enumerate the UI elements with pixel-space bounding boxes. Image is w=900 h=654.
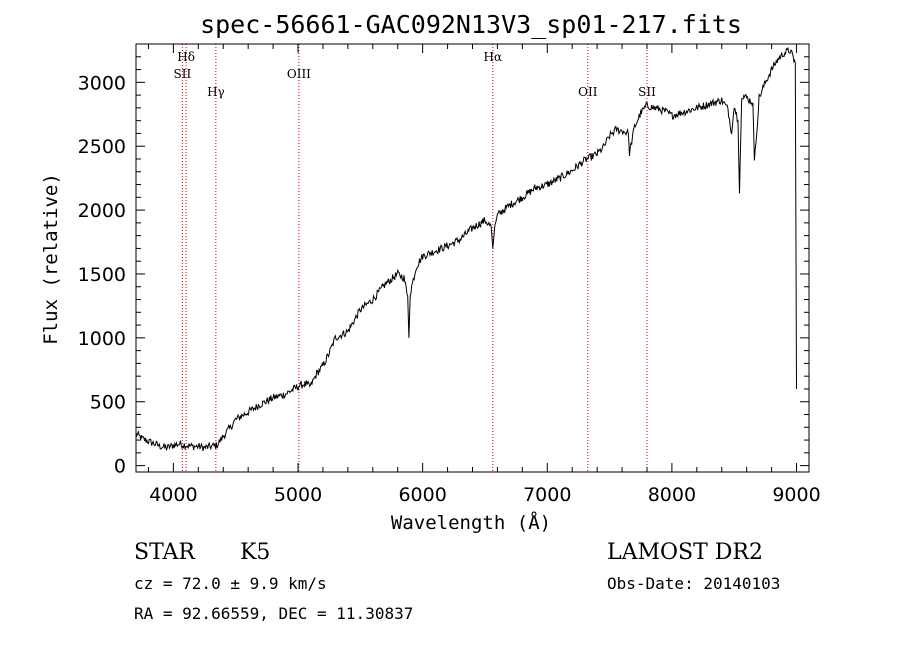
x-tick-label: 6000 <box>398 484 446 506</box>
y-tick-label: 0 <box>114 456 126 478</box>
y-tick-label: 2500 <box>78 136 126 158</box>
line-label-hα: Hα <box>484 50 503 64</box>
y-tick-label: 2000 <box>78 200 126 222</box>
coordinates-text: RA = 92.66559, DEC = 11.30837 <box>134 604 413 623</box>
x-tick-label: 7000 <box>523 484 571 506</box>
y-tick-label: 1500 <box>78 264 126 286</box>
y-tick-label: 1000 <box>78 328 126 350</box>
line-label-hγ: Hγ <box>207 85 225 99</box>
line-label-sii: SII <box>174 67 192 81</box>
plot-frame <box>135 43 810 473</box>
x-tick-label: 4000 <box>149 484 197 506</box>
spectrum-series <box>135 46 797 452</box>
line-label-oiii: OIII <box>287 67 311 81</box>
x-tick-label: 5000 <box>274 484 322 506</box>
y-axis-ticks: 0 500 1000 1500 2000 2500 3000 <box>78 43 809 478</box>
object-subclass: K5 <box>240 540 270 565</box>
y-axis-label: Flux (relative) <box>40 173 62 345</box>
x-tick-label: 8000 <box>648 484 696 506</box>
x-axis-label: Wavelength (Å) <box>391 511 551 534</box>
object-class: STAR <box>134 540 196 565</box>
line-label-sii: SII <box>638 85 656 99</box>
emission-line-labels: Hδ SII Hγ OIII Hα OII SII <box>174 50 657 99</box>
obs-date-text: Obs-Date: 20140103 <box>607 574 780 593</box>
line-label-oii: OII <box>578 85 598 99</box>
line-label-hδ: Hδ <box>177 50 195 64</box>
survey-name: LAMOST DR2 <box>607 540 763 565</box>
spectrum-line-0 <box>135 46 797 452</box>
y-tick-label: 500 <box>90 392 126 414</box>
chart-title: spec-56661-GAC092N13V3_sp01-217.fits <box>200 10 742 39</box>
emission-line-markers <box>181 44 648 472</box>
x-tick-label: 9000 <box>772 484 820 506</box>
x-axis-ticks: 4000 5000 6000 7000 8000 9000 <box>147 44 821 506</box>
redshift-text: cz = 72.0 ± 9.9 km/s <box>134 574 327 593</box>
y-tick-label: 3000 <box>78 72 126 94</box>
